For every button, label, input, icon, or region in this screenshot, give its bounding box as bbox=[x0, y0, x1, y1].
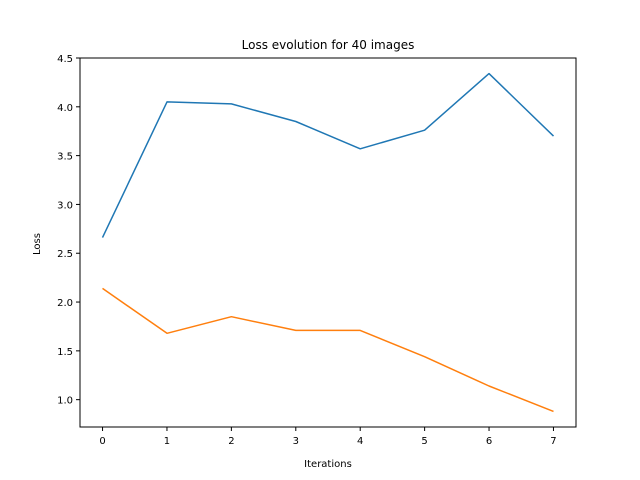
x-tick-label: 5 bbox=[421, 436, 427, 447]
x-tick-label: 1 bbox=[164, 436, 170, 447]
y-axis-label: Loss bbox=[32, 233, 43, 255]
y-tick-label: 1.0 bbox=[57, 396, 73, 407]
y-tick-label: 3.5 bbox=[57, 152, 73, 163]
y-tick-label: 4.5 bbox=[57, 54, 73, 65]
x-tick-label: 3 bbox=[293, 436, 299, 447]
x-tick-label: 6 bbox=[486, 436, 492, 447]
axes-frame bbox=[79, 57, 577, 428]
y-axis: 1.0 1.5 2.0 2.5 3.0 3.5 4.0 4.5 bbox=[57, 54, 80, 407]
y-tick-label: 2.0 bbox=[57, 298, 73, 309]
series-line-1 bbox=[101, 72, 555, 238]
x-tick-label: 2 bbox=[228, 436, 234, 447]
plot-area bbox=[101, 72, 555, 413]
x-axis: 0 1 2 3 4 5 6 7 bbox=[99, 427, 557, 447]
y-tick-label: 1.5 bbox=[57, 347, 73, 358]
x-tick-label: 0 bbox=[99, 436, 105, 447]
series-line-2 bbox=[102, 287, 554, 413]
y-tick-label: 4.0 bbox=[57, 103, 73, 114]
x-tick-label: 4 bbox=[357, 436, 363, 447]
y-tick-label: 3.0 bbox=[57, 200, 73, 211]
x-tick-label: 7 bbox=[550, 436, 556, 447]
y-tick-label: 2.5 bbox=[57, 249, 73, 260]
x-axis-label: Iterations bbox=[304, 459, 352, 470]
chart-title: Loss evolution for 40 images bbox=[242, 38, 415, 52]
